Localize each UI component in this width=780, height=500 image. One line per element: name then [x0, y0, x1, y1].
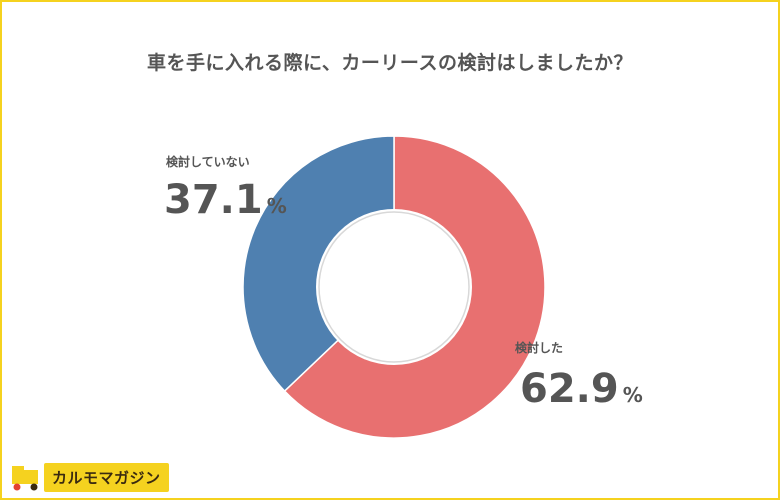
car-logo-icon	[12, 466, 38, 491]
slice-not-considered	[242, 135, 395, 393]
donut-hole	[316, 209, 472, 365]
value-not-considered-number: 37.1	[164, 177, 263, 223]
value-considered-unit: %	[623, 383, 643, 407]
value-not-considered-unit: %	[267, 194, 287, 218]
chart-title: 車を手に入れる際に、カーリースの検討はしましたか？	[147, 52, 633, 74]
value-not-considered: 37.1%	[164, 177, 287, 223]
donut-inner-ring	[318, 211, 470, 363]
label-not-considered: 検討していない	[166, 154, 250, 169]
brand-logo: カルモマガジン	[8, 462, 169, 492]
value-considered-number: 62.9	[520, 366, 619, 412]
brand-name: カルモマガジン	[44, 462, 169, 492]
value-considered: 62.9%	[520, 366, 643, 412]
label-considered: 検討した	[515, 340, 563, 355]
